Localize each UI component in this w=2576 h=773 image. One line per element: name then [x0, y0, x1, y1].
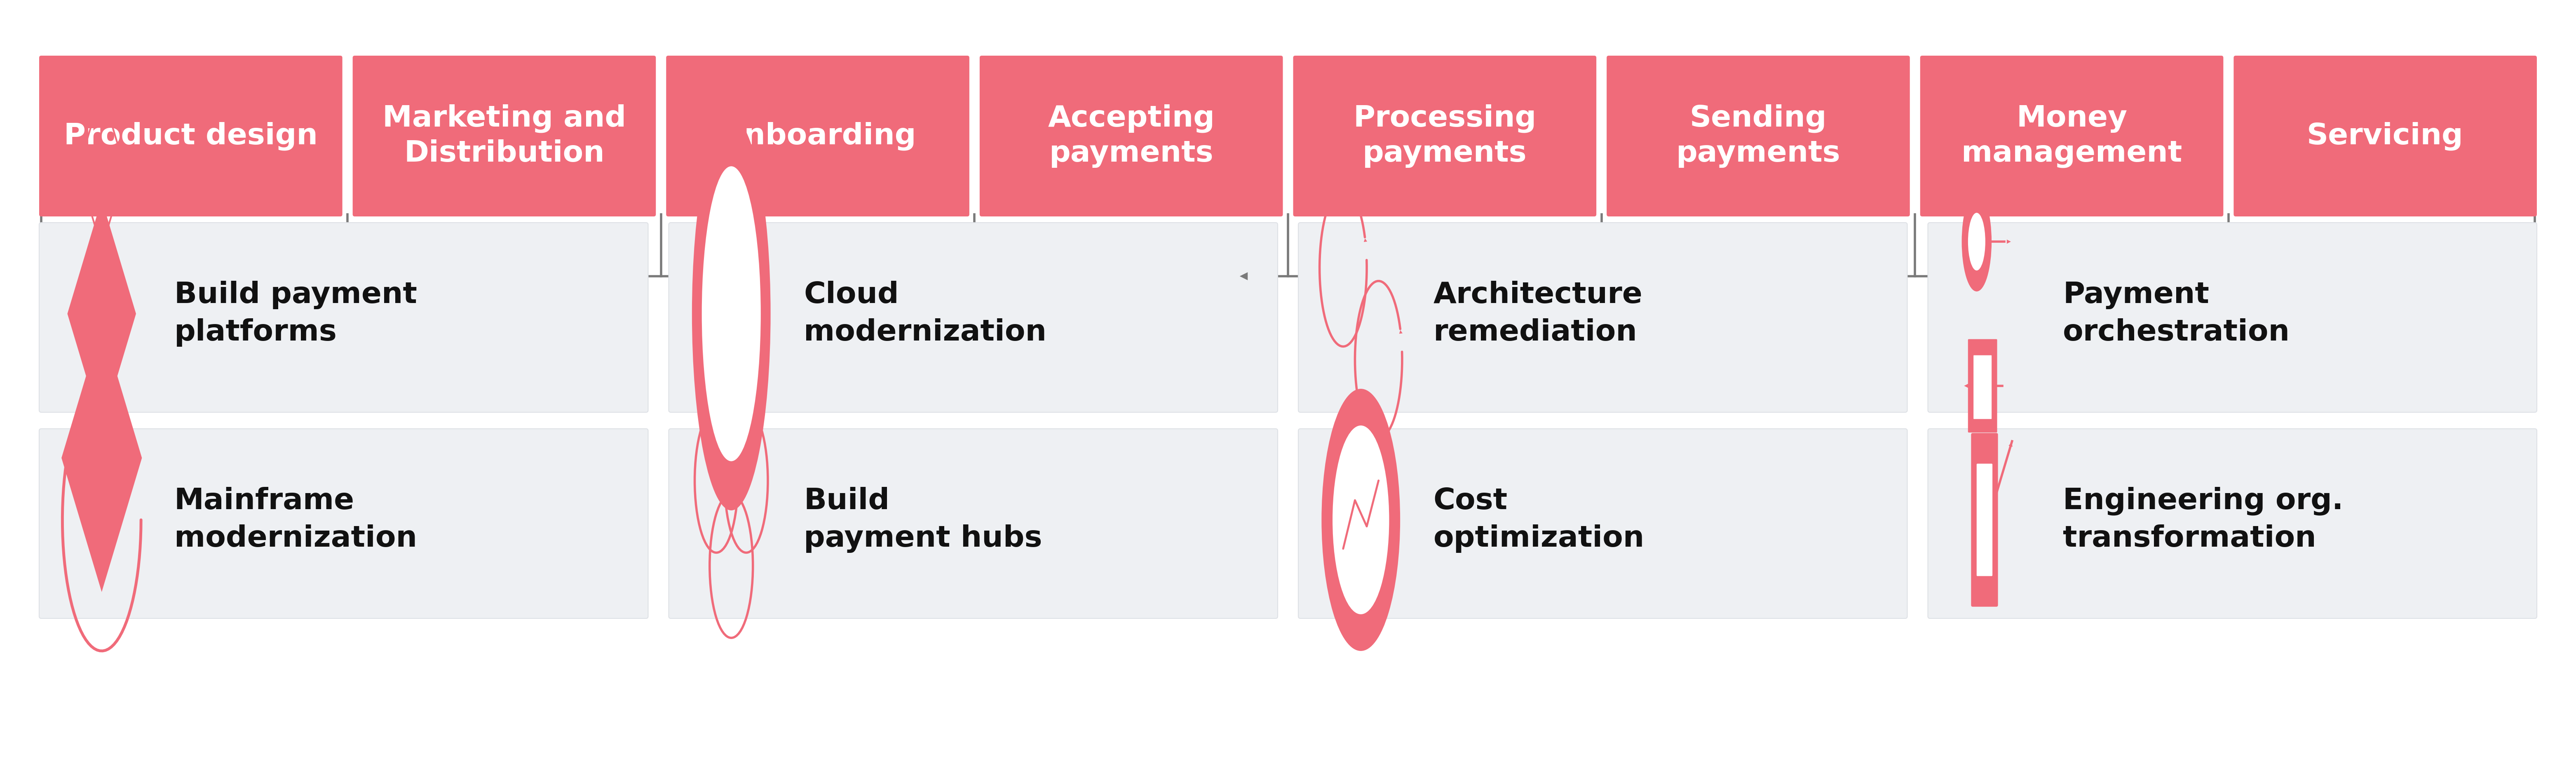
FancyBboxPatch shape [39, 223, 649, 412]
Text: Marketing and
Distribution: Marketing and Distribution [381, 104, 626, 168]
Text: Onboarding: Onboarding [719, 121, 917, 151]
FancyBboxPatch shape [1293, 56, 1597, 216]
FancyBboxPatch shape [1976, 464, 1991, 576]
FancyBboxPatch shape [1919, 56, 2223, 216]
FancyBboxPatch shape [1607, 56, 1909, 216]
Text: Build
payment hubs: Build payment hubs [804, 487, 1043, 553]
FancyBboxPatch shape [2233, 56, 2537, 216]
Ellipse shape [1963, 192, 1991, 291]
FancyBboxPatch shape [1298, 223, 1906, 412]
Ellipse shape [1968, 213, 1986, 271]
Text: Architecture
remediation: Architecture remediation [1432, 281, 1643, 346]
FancyBboxPatch shape [1968, 339, 1996, 433]
Text: Processing
payments: Processing payments [1352, 104, 1535, 168]
FancyBboxPatch shape [39, 429, 649, 618]
Text: Build payment
platforms: Build payment platforms [175, 281, 417, 346]
FancyBboxPatch shape [979, 56, 1283, 216]
FancyBboxPatch shape [1927, 429, 2537, 618]
FancyBboxPatch shape [1298, 429, 1906, 618]
Polygon shape [62, 327, 142, 589]
Text: Servicing: Servicing [2308, 121, 2463, 151]
FancyBboxPatch shape [670, 223, 1278, 412]
Text: Product design: Product design [64, 121, 317, 151]
FancyBboxPatch shape [670, 429, 1278, 618]
Text: Cloud
modernization: Cloud modernization [804, 281, 1046, 346]
Text: Cost
optimization: Cost optimization [1432, 487, 1643, 553]
Ellipse shape [693, 117, 770, 510]
Text: Mainframe
modernization: Mainframe modernization [175, 487, 417, 553]
FancyBboxPatch shape [39, 56, 343, 216]
FancyBboxPatch shape [353, 56, 657, 216]
Text: Sending
payments: Sending payments [1677, 104, 1839, 168]
Ellipse shape [1321, 389, 1401, 651]
FancyBboxPatch shape [667, 56, 969, 216]
Text: Payment
orchestration: Payment orchestration [2063, 281, 2290, 346]
Text: Engineering org.
transformation: Engineering org. transformation [2063, 487, 2344, 553]
Polygon shape [70, 203, 134, 425]
FancyBboxPatch shape [1927, 223, 2537, 412]
Text: Money
management: Money management [1960, 104, 2182, 168]
Ellipse shape [1332, 425, 1388, 615]
FancyBboxPatch shape [1973, 356, 1991, 419]
Ellipse shape [701, 166, 760, 461]
Text: Accepting
payments: Accepting payments [1048, 104, 1216, 168]
FancyBboxPatch shape [1971, 433, 1999, 607]
